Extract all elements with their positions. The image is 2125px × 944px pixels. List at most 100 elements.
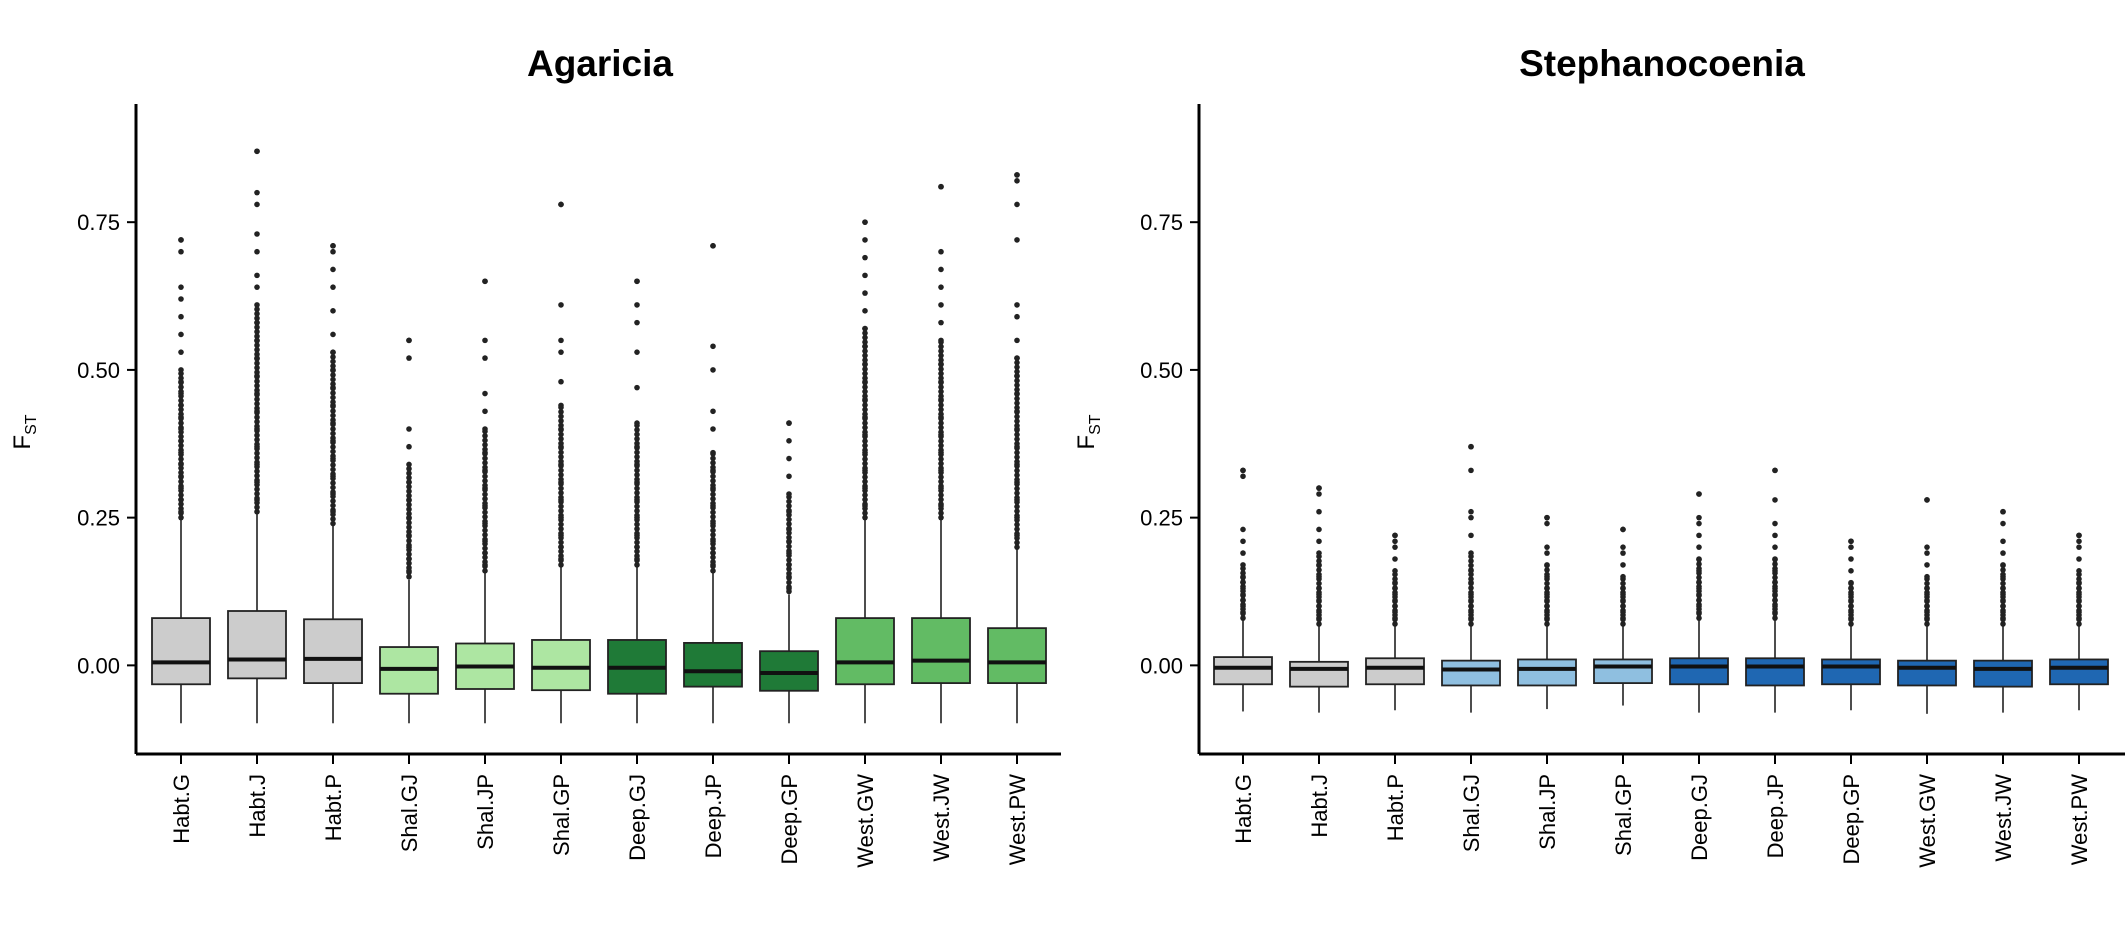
outlier-point bbox=[1014, 479, 1020, 485]
outlier-point bbox=[254, 400, 260, 407]
outlier-point bbox=[482, 390, 488, 397]
y-tick-label: 0.00 bbox=[77, 653, 120, 678]
outlier-point bbox=[786, 473, 792, 480]
outlier-point bbox=[178, 426, 184, 432]
outlier-point bbox=[1544, 609, 1550, 615]
y-tick-label: 0.50 bbox=[77, 358, 120, 383]
outlier-point bbox=[1696, 603, 1702, 610]
outlier-point bbox=[178, 420, 184, 426]
outlier-point bbox=[482, 568, 488, 574]
outlier-point bbox=[1240, 585, 1246, 592]
outlier-point bbox=[254, 508, 260, 515]
outlier-point bbox=[1544, 573, 1550, 580]
outlier-point bbox=[1316, 538, 1322, 545]
outlier-point bbox=[938, 460, 944, 467]
outlier-point bbox=[2000, 567, 2006, 573]
outlier-point bbox=[1772, 467, 1778, 474]
outlier-point bbox=[710, 520, 716, 527]
outlier-point bbox=[862, 510, 868, 516]
x-tick-label: Shal.GJ bbox=[397, 774, 422, 852]
outlier-point bbox=[710, 460, 716, 466]
outlier-point bbox=[938, 402, 944, 408]
outlier-point bbox=[1620, 615, 1626, 621]
outlier-point bbox=[254, 315, 260, 322]
outlier-point bbox=[1772, 544, 1778, 550]
outlier-point bbox=[2076, 579, 2082, 586]
outlier-point bbox=[862, 272, 868, 279]
outlier-point bbox=[330, 349, 336, 355]
outlier-point bbox=[178, 378, 184, 385]
outlier-point bbox=[1924, 621, 1930, 627]
outlier-point bbox=[558, 302, 564, 308]
outlier-point bbox=[1014, 359, 1020, 366]
y-tick-label: 0.25 bbox=[1140, 506, 1183, 531]
outlier-point bbox=[330, 284, 336, 290]
outlier-point bbox=[330, 438, 336, 444]
outlier-point bbox=[254, 351, 260, 358]
outlier-point bbox=[2000, 597, 2006, 604]
outlier-point bbox=[1014, 443, 1020, 450]
outlier-point bbox=[1772, 615, 1778, 621]
outlier-point bbox=[1316, 558, 1322, 564]
outlier-point bbox=[634, 532, 640, 539]
outlier-point bbox=[254, 382, 260, 389]
outlier-point bbox=[1240, 473, 1246, 480]
outlier-point bbox=[254, 497, 260, 503]
outlier-point bbox=[938, 510, 944, 516]
outlier-point bbox=[558, 526, 564, 532]
outlier-point bbox=[254, 201, 260, 208]
outlier-point bbox=[1772, 497, 1778, 503]
outlier-point bbox=[1468, 585, 1474, 591]
outlier-point bbox=[482, 449, 488, 456]
outlier-point bbox=[1924, 550, 1930, 556]
outlier-point bbox=[634, 479, 640, 485]
outlier-point bbox=[254, 418, 260, 425]
outlier-point bbox=[178, 473, 184, 480]
outlier-point bbox=[2076, 532, 2082, 539]
outlier-point bbox=[1014, 178, 1020, 184]
outlier-point bbox=[178, 497, 184, 503]
x-tick-label: Habt.G bbox=[169, 774, 194, 844]
outlier-point bbox=[710, 527, 716, 534]
outlier-point bbox=[634, 319, 640, 326]
outlier-point bbox=[2076, 591, 2082, 598]
outlier-point bbox=[786, 566, 792, 572]
outlier-point bbox=[862, 361, 868, 367]
outlier-point bbox=[1014, 426, 1020, 432]
outlier-point bbox=[1316, 573, 1322, 580]
outlier-point bbox=[1468, 603, 1474, 610]
outlier-point bbox=[330, 508, 336, 515]
outlier-point bbox=[482, 538, 488, 545]
outlier-point bbox=[1620, 591, 1626, 598]
x-tick-label: Habt.P bbox=[1383, 774, 1408, 841]
outlier-point bbox=[482, 478, 488, 484]
outlier-point bbox=[558, 562, 564, 568]
outlier-point bbox=[1544, 591, 1550, 598]
box-habt-p bbox=[1365, 657, 1425, 686]
outlier-point bbox=[406, 551, 412, 558]
outlier-point bbox=[2076, 615, 2082, 621]
outlier-point bbox=[558, 503, 564, 510]
outlier-point bbox=[1544, 580, 1550, 587]
box-habt-g bbox=[1213, 656, 1273, 686]
outlier-point bbox=[1014, 337, 1020, 344]
outlier-point bbox=[786, 503, 792, 509]
outlier-point bbox=[862, 474, 868, 480]
outlier-point bbox=[558, 490, 564, 496]
y-axis-title-main: F bbox=[9, 435, 36, 450]
outlier-point bbox=[1316, 485, 1322, 491]
outlier-point bbox=[938, 503, 944, 509]
outlier-point bbox=[710, 449, 716, 456]
outlier-point bbox=[1014, 544, 1020, 550]
outlier-point bbox=[558, 556, 564, 562]
outlier-point bbox=[634, 497, 640, 503]
outlier-point bbox=[634, 436, 640, 442]
outlier-point bbox=[1316, 526, 1322, 533]
outlier-point bbox=[330, 448, 336, 455]
box-habt-g bbox=[151, 617, 211, 686]
outlier-point bbox=[1014, 395, 1020, 402]
box-deep-gp bbox=[759, 650, 819, 692]
outlier-point bbox=[1316, 615, 1322, 621]
outlier-point bbox=[330, 426, 336, 432]
x-tick-label: Shal.JP bbox=[1535, 774, 1560, 850]
